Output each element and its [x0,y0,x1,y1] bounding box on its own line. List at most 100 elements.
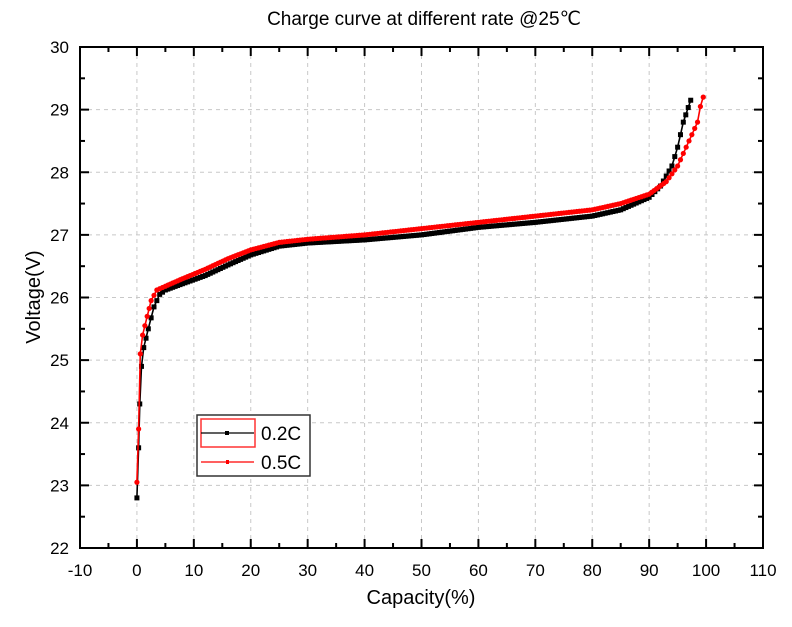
data-point-0.2C [289,242,295,248]
data-point-0.2C [333,238,339,244]
data-point-0.2C [447,228,453,234]
data-point-0.2C [620,206,626,212]
data-point-0.2C [563,216,569,222]
legend-label-0.2C: 0.2C [261,424,301,445]
data-point-0.2C [284,242,290,248]
data-point-0.2C [610,209,616,215]
data-point-0.2C [504,222,510,228]
data-point-0.2C [253,250,259,256]
data-point-0.2C [618,207,624,213]
data-point-0.2C [248,252,254,258]
data-point-0.2C [331,239,337,245]
data-point-0.2C [375,236,381,242]
data-point-0.2C [323,239,329,245]
data-point-0.2C [408,233,414,239]
data-point-0.2C [205,271,211,277]
data-point-0.2C [310,240,316,246]
data-point-0.2C [243,254,249,260]
data-point-0.2C [305,240,311,246]
data-point-0.2C [400,233,406,239]
data-point-0.2C [501,222,507,228]
data-point-0.2C [297,241,303,247]
data-point-0.2C [143,335,149,341]
data-point-0.2C [343,238,349,244]
data-point-0.2C [442,229,448,235]
data-point-0.2C [543,218,549,224]
data-point-0.2C [571,215,577,221]
data-point-0.2C [151,304,157,310]
data-point-0.2C [576,215,582,221]
y-tick-label: 27 [50,226,69,245]
data-point-0.2C [398,234,404,240]
data-point-0.5C [142,323,148,329]
data-point-0.2C [212,268,218,274]
series-layer [134,94,706,501]
data-point-0.5C [683,144,689,150]
data-point-0.5C [151,292,157,298]
data-point-0.2C [584,214,590,220]
data-point-0.2C [636,199,642,205]
data-point-0.2C [450,228,456,234]
data-point-0.2C [558,217,564,223]
x-tick-label: 70 [526,561,545,580]
data-point-0.2C [538,219,544,225]
data-point-0.2C [292,241,298,247]
data-point-0.5C [677,157,684,163]
x-tick-label: 110 [749,561,776,580]
data-point-0.2C [460,226,466,232]
data-point-0.2C [509,221,515,227]
data-point-0.2C [688,97,694,103]
y-tick-label: 22 [50,539,69,558]
data-point-0.2C [406,233,412,239]
data-point-0.2C [364,237,370,243]
data-point-0.2C [271,245,277,251]
data-point-0.2C [589,213,595,219]
data-point-0.2C [569,215,575,221]
data-point-0.2C [535,219,541,225]
data-point-0.2C [631,201,637,207]
data-point-0.5C [140,332,146,338]
data-point-0.2C [488,223,494,229]
data-point-0.2C [160,289,166,295]
data-point-0.2C [605,210,611,216]
data-point-0.2C [587,213,593,219]
data-point-0.2C [354,237,360,243]
data-point-0.2C [154,298,160,304]
data-point-0.2C [145,326,151,332]
x-tick-label: 60 [469,561,488,580]
data-point-0.2C [268,246,274,252]
data-point-0.2C [387,235,393,241]
data-point-0.2C [532,219,538,225]
data-point-0.2C [215,267,221,273]
data-point-0.2C [465,226,471,232]
data-point-0.2C [499,222,505,228]
data-point-0.2C [148,315,154,321]
legend-label-0.5C: 0.5C [261,453,301,474]
data-point-0.2C [351,237,357,243]
x-tick-label: 10 [184,561,203,580]
data-point-0.2C [607,209,613,215]
data-point-0.2C [623,205,629,211]
data-point-0.2C [641,197,647,203]
data-point-0.2C [506,222,512,228]
x-tick-label: 50 [412,561,431,580]
data-point-0.5C [694,119,701,125]
data-point-0.2C [439,229,445,235]
data-point-0.2C [338,238,344,244]
data-point-0.2C [141,345,147,351]
data-point-0.2C [328,239,334,245]
x-tick-label: 20 [241,561,260,580]
data-point-0.2C [411,233,417,239]
data-point-0.5C [697,103,703,110]
data-point-0.2C [341,238,347,244]
data-point-0.2C [522,220,528,226]
data-point-0.2C [594,212,600,218]
x-tick-label: 80 [583,561,602,580]
data-point-0.2C [390,234,396,240]
data-point-0.2C [134,495,140,501]
data-point-0.2C [318,239,324,245]
y-tick-labels: 22 23 24 25 26 27 28 29 30 [50,38,69,558]
x-axis-label: Capacity(%) [367,587,476,609]
data-point-0.2C [380,235,386,241]
